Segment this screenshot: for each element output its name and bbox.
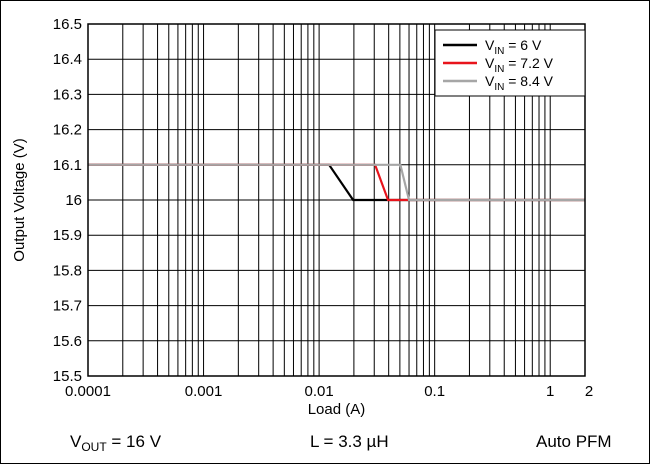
figure-code: D006 xyxy=(561,419,587,420)
caption-inductance: L = 3.3 µH xyxy=(310,432,389,451)
y-tick-label: 16.2 xyxy=(53,122,82,139)
y-tick-label: 16.5 xyxy=(53,16,82,33)
caption-vout: VOUT = 16 V xyxy=(70,432,162,454)
legend-label-2: VIN = 7.2 V xyxy=(485,55,554,75)
y-tick-label: 15.5 xyxy=(53,368,82,385)
x-tick-label: 0.1 xyxy=(424,383,445,400)
y-axis-label: Output Voltage (V) xyxy=(11,138,28,261)
x-tick-label: 0.0001 xyxy=(65,383,111,400)
x-tick-label: 1 xyxy=(546,383,554,400)
y-tick-label: 16.3 xyxy=(53,86,82,103)
x-tick-label: 0.01 xyxy=(305,383,334,400)
caption-mode: Auto PFM xyxy=(536,432,612,451)
output-voltage-vs-load-chart: 15.5 15.6 15.7 15.8 15.9 16 16.1 16.2 16.3 16.4 16… xyxy=(11,16,593,420)
x-axis-label: Load (A) xyxy=(308,401,366,418)
series-line-3 xyxy=(88,163,585,202)
y-tick-label: 15.7 xyxy=(53,298,82,315)
y-tick-label: 15.9 xyxy=(53,227,82,244)
y-tick-label: 15.8 xyxy=(53,262,82,279)
y-tick-label: 16 xyxy=(65,192,82,209)
y-tick-label: 16.1 xyxy=(53,157,82,174)
y-tick-label: 16.4 xyxy=(53,51,82,68)
x-tick-label: 2 xyxy=(585,383,593,400)
plot-border xyxy=(87,23,586,377)
x-tick-label: 0.001 xyxy=(185,383,223,400)
legend-label-3: VIN = 8.4 V xyxy=(485,73,554,93)
legend-label-1: VIN = 6 V xyxy=(485,37,542,57)
y-tick-label: 15.6 xyxy=(53,333,82,350)
